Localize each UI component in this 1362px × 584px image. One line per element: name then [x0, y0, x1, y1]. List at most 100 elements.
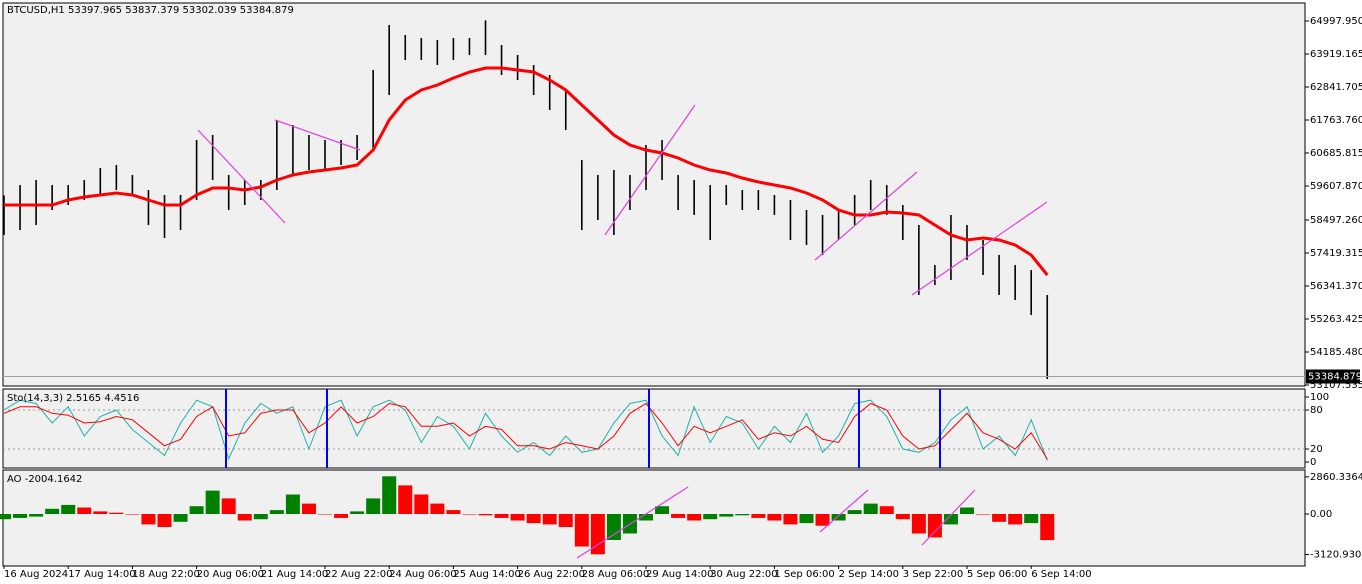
ao-bar [13, 514, 28, 518]
ao-bar [157, 514, 172, 528]
ao-bar [526, 514, 541, 524]
x-tick-label: 16 Aug 2024 [4, 569, 68, 580]
ao-bar [574, 514, 589, 547]
ao-bar [1008, 514, 1023, 525]
ao-bar [960, 507, 974, 515]
x-tick-label: 2 Sep 14:00 [839, 569, 899, 580]
x-tick-label: 29 Aug 14:00 [646, 569, 713, 580]
ao-pane [2, 469, 1306, 567]
x-tick-label: 24 Aug 06:00 [389, 569, 456, 580]
y-tick-label: 55263.425 [1310, 314, 1362, 325]
indicator-title: AO -2004.1642 [7, 474, 82, 485]
ao-bar [976, 514, 991, 515]
ao-bar [542, 514, 557, 525]
ao-bar [847, 510, 862, 515]
y-tick-label: 2860.3364 [1310, 472, 1362, 483]
ao-bar [366, 498, 381, 515]
x-tick-label: 3 Sep 22:00 [903, 569, 963, 580]
ao-bar [1040, 514, 1055, 541]
ao-bar [430, 503, 445, 515]
trend-line [921, 489, 976, 546]
ao-bar [927, 514, 942, 538]
ao-bar [510, 514, 525, 521]
ao-bar [205, 490, 220, 515]
x-tick-label: 21 Aug 14:00 [261, 569, 328, 580]
ao-bar [943, 514, 958, 525]
ao-bar [831, 514, 846, 521]
x-tick-label: 5 Sep 06:00 [967, 569, 1027, 580]
y-tick-label: 58497.260 [1310, 215, 1362, 226]
trend-line [819, 489, 869, 533]
ao-bar [237, 514, 252, 521]
ao-bar [269, 510, 284, 515]
ao-bar [446, 510, 461, 515]
ao-bar [221, 498, 236, 515]
ao-bar [350, 511, 365, 515]
ao-bar [173, 514, 188, 522]
ao-bar [606, 514, 621, 541]
x-tick-label: 30 Aug 22:00 [710, 569, 777, 580]
ao-bar [141, 514, 156, 525]
ao-bar [703, 514, 718, 520]
x-tick-label: 17 Aug 14:00 [68, 569, 135, 580]
ao-bar [301, 503, 316, 515]
y-tick-label: 57419.315 [1310, 248, 1362, 259]
y-tick-label: 56341.370 [1310, 281, 1362, 292]
ao-bar [398, 485, 413, 515]
drawings [197, 104, 1048, 559]
x-tick-label: 20 Aug 06:00 [197, 569, 264, 580]
ao-bar [125, 514, 140, 515]
y-tick-label: 0.00 [1310, 509, 1332, 520]
y-tick-label: 53107.535 [1310, 380, 1362, 391]
stochastic-pane [2, 388, 1306, 469]
ao-bar [334, 514, 349, 518]
trend-line [604, 104, 696, 236]
y-tick-label: 60685.815 [1310, 148, 1362, 159]
price-pane [2, 2, 1306, 387]
ao-bar [1024, 514, 1039, 524]
ao-bar [911, 514, 926, 534]
ao-bar [687, 514, 702, 521]
ao-bar [285, 494, 300, 515]
chart-layer: 64997.950 63919.165 62841.705 61763.760 6068… [0, 16, 1362, 580]
ao-bar [478, 514, 493, 516]
ao-bar [414, 494, 429, 515]
y-tick-label: 64997.950 [1310, 16, 1362, 27]
trend-line [911, 201, 1048, 296]
x-tick-label: 26 Aug 22:00 [518, 569, 585, 580]
trend-line [197, 129, 286, 224]
ao-bar [783, 514, 798, 525]
ao-bar [639, 514, 653, 521]
indicator-line [3, 402, 1048, 460]
y-tick-label: 80 [1310, 405, 1323, 416]
ao-bar [655, 506, 670, 515]
ao-bar [77, 507, 92, 515]
ao-bar [767, 514, 782, 521]
indicator-line [3, 399, 1048, 461]
y-tick-label: 59607.870 [1310, 181, 1362, 192]
y-tick-label: 20 [1310, 444, 1323, 455]
x-tick-label: 22 Aug 22:00 [325, 569, 392, 580]
ao-bar [719, 514, 734, 517]
ao-bar [992, 514, 1007, 522]
indicator-title: Sto(14,3,3) 2.5165 4.4516 [7, 393, 139, 404]
ao-bar [815, 514, 830, 526]
ao-bar [895, 514, 910, 520]
ao-bar [109, 512, 124, 515]
ao-bar [189, 506, 204, 515]
trend-line [576, 486, 689, 559]
ao-bar [671, 514, 686, 518]
ao-bar [558, 514, 573, 528]
y-tick-label: -3120.9304 [1310, 550, 1362, 561]
moving-average [4, 66, 1049, 276]
ao-bar [61, 504, 76, 515]
y-tick-label: 54185.480 [1310, 347, 1362, 358]
y-tick-label: 0 [1310, 457, 1316, 468]
ao-bar [590, 514, 605, 555]
ao-bar [382, 476, 397, 515]
ao-bar [93, 511, 108, 515]
x-tick-label: 25 Aug 14:00 [453, 569, 520, 580]
ao-bar [735, 514, 750, 516]
